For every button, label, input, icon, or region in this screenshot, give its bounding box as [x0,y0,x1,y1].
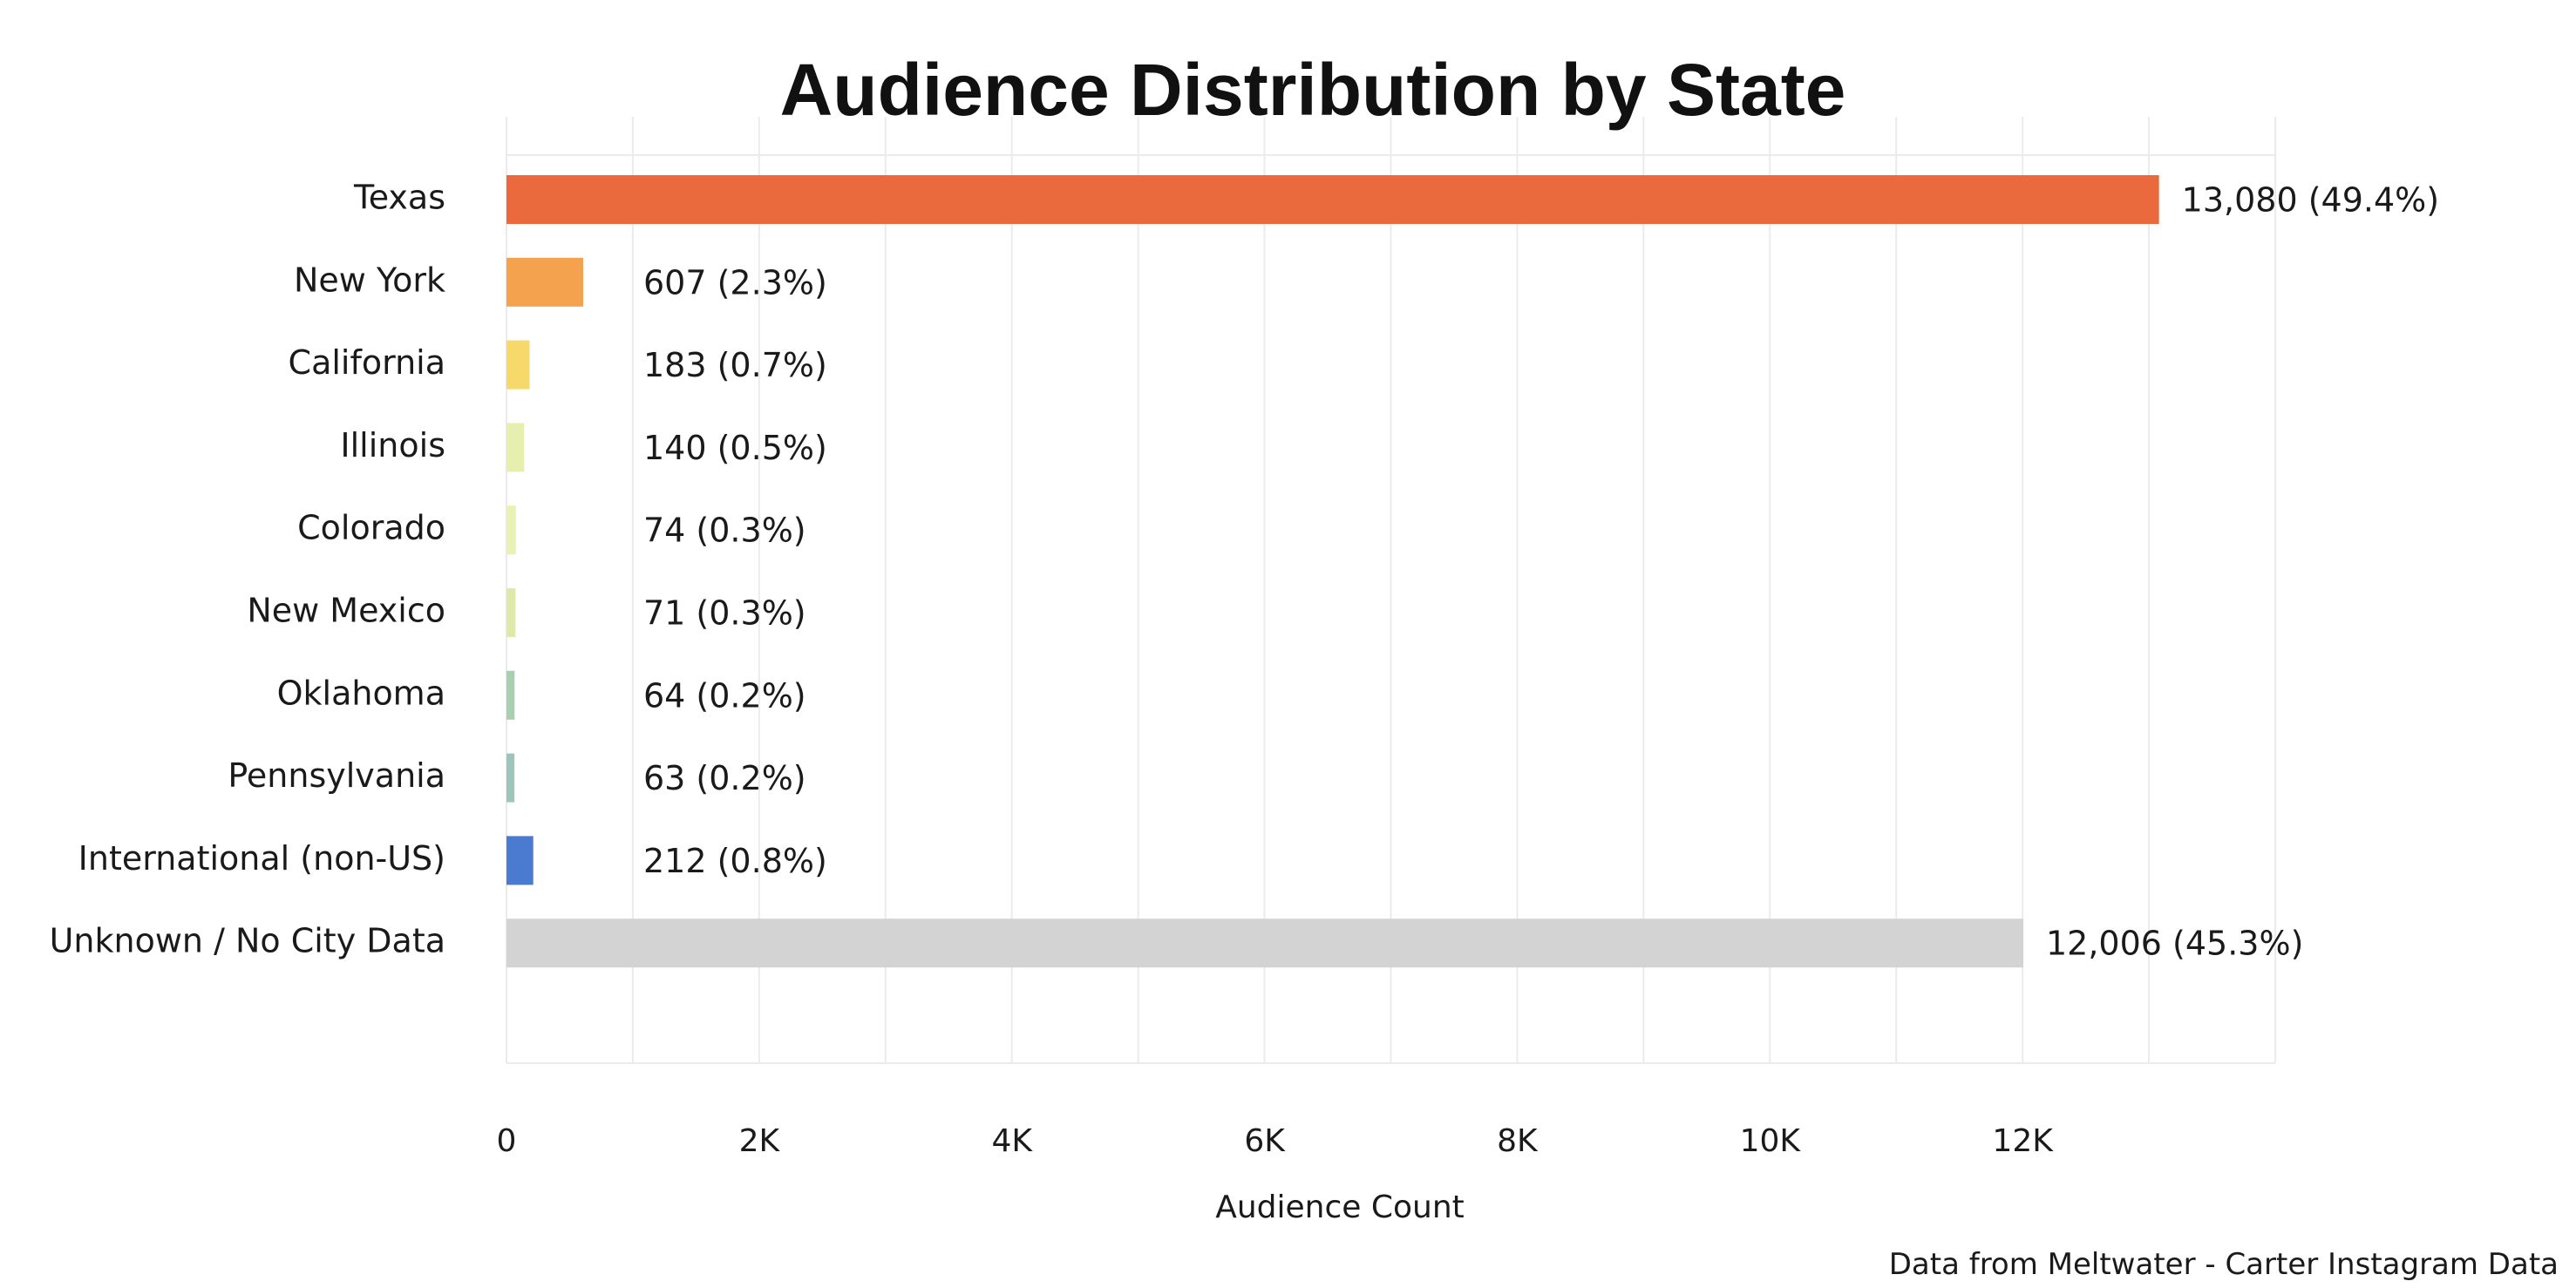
value-labels: 13,080 (49.4%) 607 (2.3%) 183 (0.7%) 140 (0… [643,181,2439,963]
value-label: 71 (0.3%) [643,594,806,633]
value-label: 63 (0.2%) [643,759,806,797]
bar [506,257,583,307]
category-label: Oklahoma [277,674,445,712]
bar [506,753,515,803]
category-labels: Texas New York California Illinois Colorado N… [50,179,445,960]
bar [506,340,530,390]
bar [506,175,2159,224]
chart-title: Audience Distribution by State [780,49,1846,131]
value-label: 13,080 (49.4%) [2182,181,2439,220]
bar [506,588,516,637]
value-label: 212 (0.8%) [643,842,827,880]
category-label: International (non-US) [78,839,445,878]
value-label: 140 (0.5%) [643,429,827,467]
x-tick-label: 2K [739,1123,781,1159]
x-tick-label: 0 [497,1123,517,1159]
value-label: 607 (2.3%) [643,263,827,302]
x-tick-label: 8K [1497,1123,1539,1159]
x-tick-label: 6K [1244,1123,1286,1159]
value-label: 12,006 (45.3%) [2046,925,2303,963]
bar [506,423,525,472]
category-label: Colorado [297,509,445,547]
bar [506,919,2024,968]
bar [506,670,515,720]
category-label: Illinois [340,426,445,464]
category-label: Texas [353,179,445,217]
source-caption: Data from Meltwater - Carter Instagram D… [1889,1247,2559,1282]
category-label: Unknown / No City Data [50,922,445,960]
bar [506,836,534,885]
x-tick-label: 10K [1740,1123,1802,1159]
x-tick-label: 12K [1992,1123,2054,1159]
bar [506,505,516,555]
category-label: New Mexico [247,592,445,630]
category-label: California [289,343,445,382]
x-axis-ticks: 0 2K 4K 6K 8K 10K 12K [497,1123,2055,1159]
value-label: 74 (0.3%) [643,512,806,550]
category-label: Pennsylvania [228,756,445,795]
bars [506,175,2159,968]
value-label: 183 (0.7%) [643,346,827,384]
x-axis-label: Audience Count [1215,1190,1465,1225]
value-label: 64 (0.2%) [643,676,806,715]
x-tick-label: 4K [991,1123,1033,1159]
gridlines [506,117,2276,1064]
category-label: New York [294,261,445,299]
